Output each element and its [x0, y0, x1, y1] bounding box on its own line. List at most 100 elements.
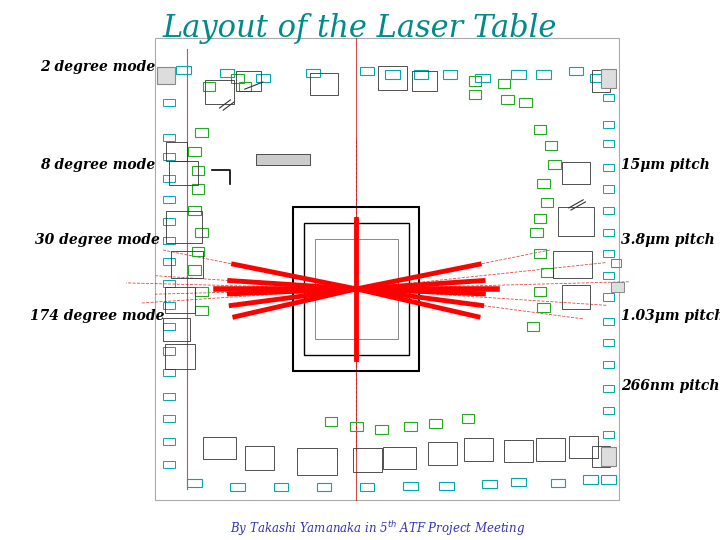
Bar	[501, 95, 514, 105]
Text: 15μm pitch: 15μm pitch	[621, 158, 709, 172]
Bar	[469, 90, 482, 99]
Bar	[310, 73, 338, 94]
Bar	[350, 422, 362, 431]
Bar	[163, 323, 175, 330]
Bar	[482, 481, 497, 488]
Bar	[192, 184, 204, 193]
Bar	[165, 345, 195, 368]
Bar	[189, 206, 200, 215]
Bar	[541, 198, 554, 207]
Text: By Takashi Yamanaka in 5$^{th}$ ATF Project Meeting: By Takashi Yamanaka in 5$^{th}$ ATF Proj…	[230, 518, 526, 538]
Bar	[562, 285, 590, 309]
Bar	[220, 69, 234, 77]
Bar	[603, 272, 614, 279]
Text: 174 degree mode: 174 degree mode	[30, 309, 164, 323]
Bar	[593, 446, 611, 467]
Bar	[232, 73, 243, 83]
Bar	[536, 438, 565, 461]
Bar	[603, 431, 614, 438]
Bar	[353, 448, 382, 472]
Bar	[603, 318, 614, 325]
Bar	[385, 70, 400, 78]
Bar	[192, 246, 204, 255]
Bar	[360, 67, 374, 75]
Bar	[317, 483, 331, 491]
Bar	[245, 446, 274, 470]
Bar	[534, 249, 546, 258]
Bar	[189, 266, 200, 275]
Bar	[603, 407, 614, 414]
Bar	[611, 259, 621, 267]
Bar	[163, 99, 175, 106]
Bar	[603, 207, 614, 214]
Bar	[196, 127, 208, 137]
Bar	[504, 440, 533, 462]
Bar	[551, 480, 565, 487]
Bar	[603, 139, 614, 146]
Bar	[553, 251, 593, 278]
Bar	[196, 228, 208, 237]
Bar	[306, 69, 320, 77]
Bar	[569, 67, 583, 75]
Bar	[475, 74, 490, 82]
Bar	[171, 251, 204, 278]
Bar	[537, 179, 550, 188]
Bar	[239, 82, 251, 91]
Bar	[376, 424, 388, 434]
Bar	[163, 301, 175, 309]
Bar	[562, 162, 590, 184]
Bar	[163, 461, 175, 468]
Bar	[230, 483, 245, 491]
Bar	[583, 475, 598, 484]
Text: 8 degree mode: 8 degree mode	[40, 158, 155, 172]
Bar	[176, 66, 191, 74]
Bar	[157, 68, 174, 84]
Bar	[378, 66, 407, 90]
Bar	[590, 74, 605, 82]
Bar	[294, 207, 419, 372]
Bar	[403, 482, 418, 490]
Bar	[360, 483, 374, 491]
Bar	[163, 237, 175, 244]
Bar	[163, 153, 175, 160]
Bar	[196, 287, 208, 296]
Bar	[569, 436, 598, 458]
Bar	[603, 185, 614, 192]
Bar	[187, 480, 202, 487]
Bar	[163, 134, 175, 141]
Bar	[537, 303, 550, 312]
Bar	[412, 71, 438, 91]
Bar	[163, 393, 175, 401]
Bar	[511, 478, 526, 486]
Text: 30 degree mode: 30 degree mode	[35, 233, 160, 247]
Bar	[534, 214, 546, 223]
Bar	[384, 447, 416, 469]
Bar	[603, 73, 614, 80]
Bar	[325, 417, 337, 426]
Bar	[603, 339, 614, 347]
Bar	[163, 437, 175, 445]
Bar	[256, 154, 310, 165]
Bar	[601, 447, 616, 465]
Bar	[165, 287, 195, 313]
Bar	[603, 455, 614, 461]
Bar	[611, 282, 624, 292]
Bar	[462, 414, 474, 423]
Bar	[534, 287, 546, 296]
Bar	[192, 165, 204, 174]
Bar	[527, 322, 539, 331]
Bar	[166, 141, 187, 160]
Bar	[549, 160, 561, 170]
Bar	[469, 76, 482, 85]
Bar	[498, 79, 510, 88]
Bar	[603, 361, 614, 368]
Bar	[603, 120, 614, 127]
Bar	[256, 154, 310, 165]
Bar	[593, 70, 611, 92]
Bar	[603, 164, 614, 171]
Bar	[236, 71, 261, 91]
Bar	[163, 280, 175, 287]
Bar	[256, 74, 270, 82]
Bar	[603, 229, 614, 235]
Bar	[155, 38, 619, 500]
